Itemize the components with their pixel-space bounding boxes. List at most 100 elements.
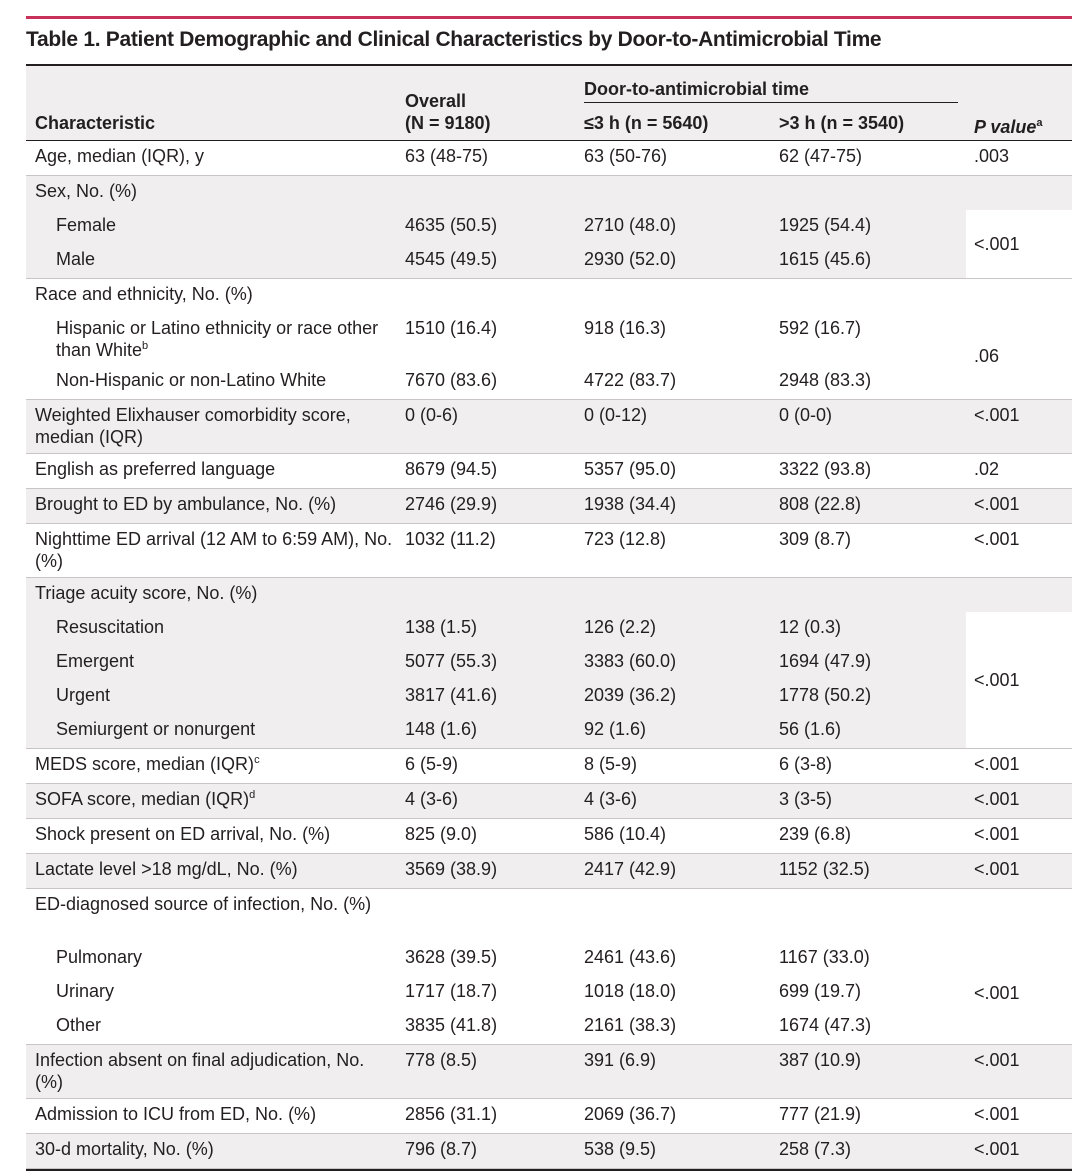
row-label: MEDS score, median (IQR)c (35, 753, 395, 775)
row-label: Nighttime ED arrival (12 AM to 6:59 AM),… (35, 528, 395, 572)
row-label: Lactate level >18 mg/dL, No. (%) (35, 858, 395, 880)
row-label: Male (56, 248, 396, 270)
gt3h-value: 239 (6.8) (779, 824, 852, 844)
le3h-value: 5357 (95.0) (584, 459, 677, 479)
le3h-value: 2710 (48.0) (584, 215, 677, 235)
row-label-text: Female (56, 215, 117, 235)
le3h-value: 723 (12.8) (584, 529, 667, 549)
row-label: Shock present on ED arrival, No. (%) (35, 823, 395, 845)
le3h-value: 8 (5-9) (584, 754, 638, 774)
row-label-text: Shock present on ED arrival, No. (%) (35, 824, 331, 844)
grouped-p-cell (966, 612, 1072, 748)
table-row: Urinary 1717 (18.7) 1018 (18.0) 699 (19.7) (26, 976, 1072, 1010)
row-label: Other (56, 1014, 396, 1036)
le3h-value: 92 (1.6) (584, 719, 647, 739)
le3h-value: 4 (3-6) (584, 789, 638, 809)
overall-value: 3569 (38.9) (405, 859, 498, 879)
table-row: Brought to ED by ambulance, No. (%) 2746 … (26, 489, 1072, 524)
le3h-value: 538 (9.5) (584, 1139, 657, 1159)
gt3h-value: 699 (19.7) (779, 981, 862, 1001)
row-label: Brought to ED by ambulance, No. (%) (35, 493, 395, 515)
footnote-marker: c (254, 754, 260, 766)
le3h-value: 586 (10.4) (584, 824, 667, 844)
gt3h-value: 1925 (54.4) (779, 215, 872, 235)
row-label: Emergent (56, 650, 396, 672)
p-value: <.001 (974, 1050, 1020, 1070)
row-label: Urgent (56, 684, 396, 706)
header-characteristic: Characteristic (35, 113, 156, 133)
table-row: Race and ethnicity, No. (%) (26, 279, 1072, 313)
overall-value: 148 (1.6) (405, 719, 478, 739)
gt3h-value: 2948 (83.3) (779, 370, 872, 390)
overall-value: 3817 (41.6) (405, 685, 498, 705)
table-row: SOFA score, median (IQR)d 4 (3-6) 4 (3-6) 3… (26, 784, 1072, 819)
overall-value: 6 (5-9) (405, 754, 459, 774)
row-label-text: Hispanic or Latino ethnicity or race oth… (56, 318, 379, 360)
header-pvalue-label: P value (974, 117, 1037, 137)
gt3h-value: 12 (0.3) (779, 617, 842, 637)
p-value: .02 (974, 459, 1000, 479)
gt3h-value: 309 (8.7) (779, 529, 852, 549)
overall-value: 7670 (83.6) (405, 370, 498, 390)
overall-value: 63 (48-75) (405, 146, 489, 166)
gt3h-value: 56 (1.6) (779, 719, 842, 739)
p-value: .003 (974, 146, 1010, 166)
row-label: 30-d mortality, No. (%) (35, 1138, 395, 1160)
row-label-text: Non-Hispanic or non-Latino White (56, 370, 327, 390)
table-row: Male 4545 (49.5) 2930 (52.0) 1615 (45.6) (26, 244, 1072, 279)
p-value: <.001 (974, 529, 1020, 549)
gt3h-value: 1152 (32.5) (779, 859, 870, 879)
gt3h-value: 258 (7.3) (779, 1139, 852, 1159)
row-label-text: ED-diagnosed source of infection, No. (%… (35, 894, 372, 914)
p-value: <.001 (974, 494, 1020, 514)
row-label-text: Urinary (56, 981, 115, 1001)
grouped-p-value: <.001 (974, 983, 1020, 1003)
row-label-text: Resuscitation (56, 617, 165, 637)
gt3h-value: 3322 (93.8) (779, 459, 872, 479)
table-row: Admission to ICU from ED, No. (%) 2856 (3… (26, 1099, 1072, 1134)
table-row: Sex, No. (%) (26, 176, 1072, 210)
overall-value: 1510 (16.4) (405, 318, 498, 338)
row-label-text: Age, median (IQR), y (35, 146, 205, 166)
table-header (26, 66, 1072, 140)
le3h-value: 126 (2.2) (584, 617, 657, 637)
table-row: MEDS score, median (IQR)c 6 (5-9) 8 (5-9) 6… (26, 749, 1072, 784)
header-pvalue: P valuea (974, 112, 1043, 138)
gt3h-value: 808 (22.8) (779, 494, 862, 514)
row-label: Triage acuity score, No. (%) (35, 582, 395, 604)
table-row: Triage acuity score, No. (%) (26, 578, 1072, 612)
overall-value: 1032 (11.2) (405, 529, 496, 549)
row-label-text: Semiurgent or nonurgent (56, 719, 256, 739)
row-label: Pulmonary (56, 946, 396, 968)
row-label-text: Male (56, 249, 96, 269)
table-row: Female 4635 (50.5) 2710 (48.0) 1925 (54.4) (26, 210, 1072, 244)
table-row: ED-diagnosed source of infection, No. (%… (26, 889, 1072, 942)
overall-value: 4 (3-6) (405, 789, 459, 809)
le3h-value: 2930 (52.0) (584, 249, 677, 269)
row-label: English as preferred language (35, 458, 395, 480)
grouped-p-cell (966, 313, 1072, 399)
le3h-value: 2039 (36.2) (584, 685, 677, 705)
le3h-value: 3383 (60.0) (584, 651, 677, 671)
row-label: SOFA score, median (IQR)d (35, 788, 395, 810)
table-row: English as preferred language 8679 (94.5)… (26, 454, 1072, 489)
row-label: Hispanic or Latino ethnicity or race oth… (56, 317, 396, 361)
overall-value: 2856 (31.1) (405, 1104, 498, 1124)
gt3h-value: 1778 (50.2) (779, 685, 872, 705)
table-row: Weighted Elixhauser comorbidity score, m… (26, 400, 1072, 454)
row-label: Weighted Elixhauser comorbidity score, m… (35, 404, 395, 448)
table-row: Resuscitation 138 (1.5) 126 (2.2) 12 (0.3) (26, 612, 1072, 646)
le3h-value: 2461 (43.6) (584, 947, 677, 967)
table-row: Emergent 5077 (55.3) 3383 (60.0) 1694 (47.9… (26, 646, 1072, 680)
row-label-text: Weighted Elixhauser comorbidity score, m… (35, 405, 351, 447)
overall-value: 4635 (50.5) (405, 215, 498, 235)
row-label-text: Nighttime ED arrival (12 AM to 6:59 AM),… (35, 529, 393, 571)
le3h-value: 1938 (34.4) (584, 494, 677, 514)
gt3h-value: 1694 (47.9) (779, 651, 872, 671)
overall-value: 3628 (39.5) (405, 947, 498, 967)
table-row: Semiurgent or nonurgent 148 (1.6) 92 (1.6)… (26, 714, 1072, 749)
row-label-text: Race and ethnicity, No. (%) (35, 284, 253, 304)
le3h-value: 2161 (38.3) (584, 1015, 677, 1035)
row-label-text: Lactate level >18 mg/dL, No. (%) (35, 859, 298, 879)
le3h-value: 391 (6.9) (584, 1050, 657, 1070)
